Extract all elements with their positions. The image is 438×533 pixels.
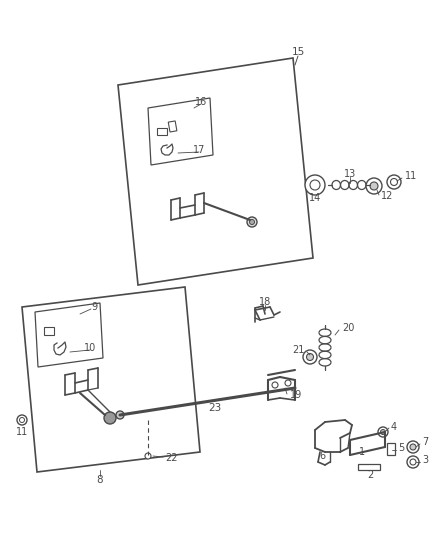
Circle shape [381,430,385,434]
Text: 4: 4 [391,422,397,432]
Text: 21: 21 [293,345,305,355]
Circle shape [305,175,325,195]
Text: 2: 2 [367,470,373,480]
Circle shape [407,441,419,453]
Text: 11: 11 [405,171,417,181]
Circle shape [387,175,401,189]
Bar [157,128,167,135]
Text: 10: 10 [84,343,96,353]
Circle shape [272,382,278,388]
Text: 17: 17 [193,145,205,155]
Text: 13: 13 [344,169,356,179]
Text: 14: 14 [309,193,321,203]
Circle shape [250,220,254,224]
Circle shape [378,427,388,437]
Bar [44,327,54,335]
Text: 6: 6 [319,451,325,461]
Circle shape [104,412,116,424]
Circle shape [391,179,398,185]
Circle shape [407,456,419,468]
Circle shape [145,453,151,459]
Circle shape [410,444,416,450]
Text: 15: 15 [291,47,304,57]
Text: 5: 5 [398,443,404,453]
Circle shape [285,380,291,386]
Text: 3: 3 [422,455,428,465]
Circle shape [307,353,314,360]
Text: 8: 8 [97,475,103,485]
Text: 9: 9 [91,302,97,312]
Circle shape [116,411,124,419]
Circle shape [410,459,416,465]
Circle shape [20,417,25,423]
Text: 11: 11 [16,427,28,437]
Circle shape [366,178,382,194]
Text: 19: 19 [290,390,302,400]
Circle shape [17,415,27,425]
Bar [387,443,395,455]
Text: 1: 1 [359,447,365,457]
Text: 12: 12 [381,191,393,201]
Text: 16: 16 [195,97,207,107]
Text: 22: 22 [165,453,177,463]
Bar [358,464,380,470]
Text: 7: 7 [422,437,428,447]
Circle shape [247,217,257,227]
Circle shape [370,182,378,190]
Text: 20: 20 [342,323,354,333]
Bar [168,121,177,132]
Circle shape [310,180,320,190]
Text: 18: 18 [259,297,271,307]
Text: 23: 23 [208,403,222,413]
Circle shape [303,350,317,364]
